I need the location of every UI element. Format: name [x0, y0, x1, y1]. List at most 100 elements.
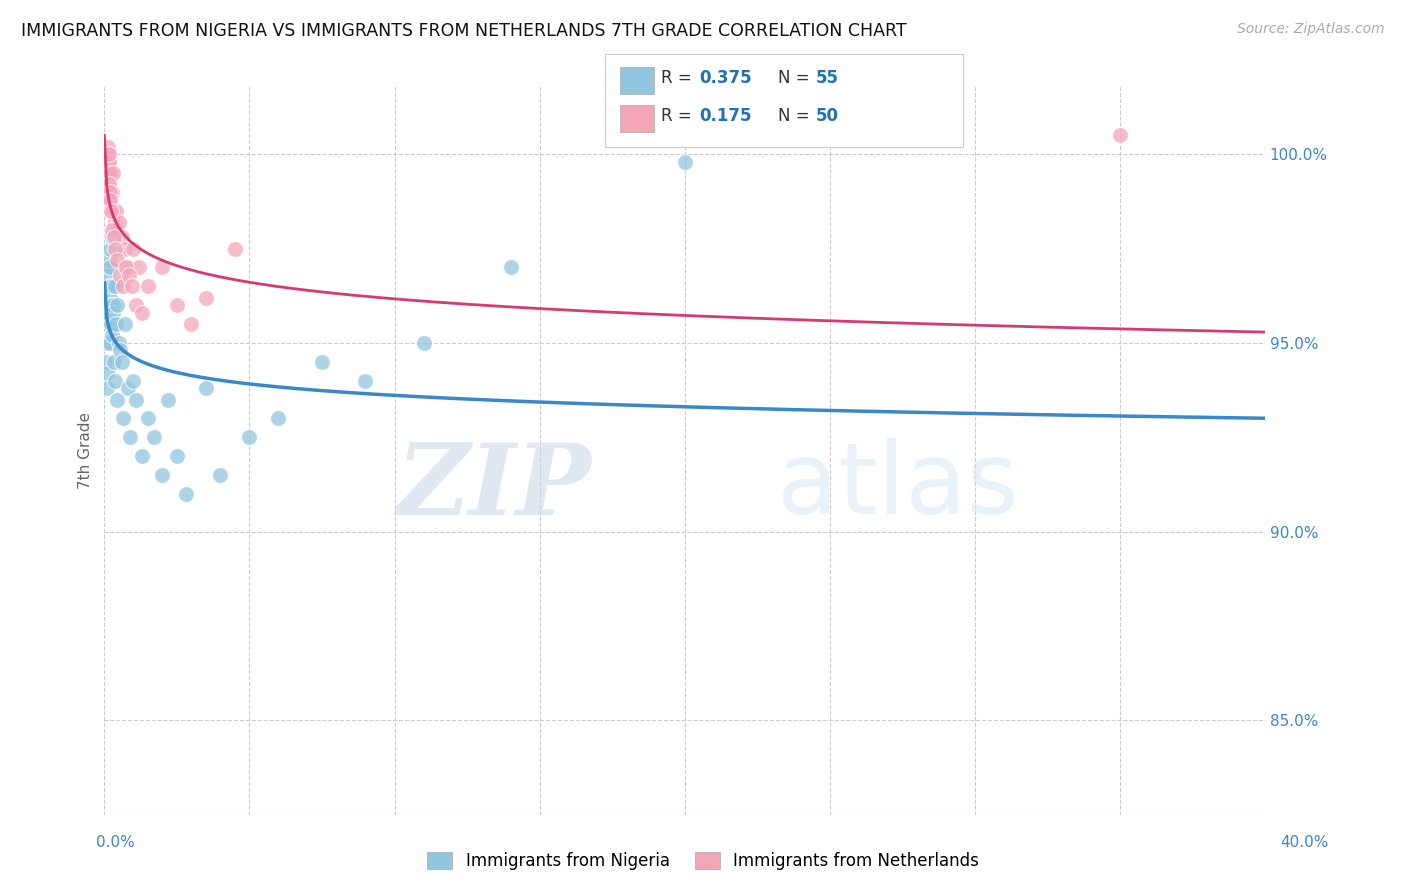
- Point: [131, 449, 153, 463]
- Point: [97, 139, 120, 153]
- Point: [96, 381, 118, 395]
- Point: [120, 430, 142, 444]
- Point: [96, 147, 118, 161]
- Point: [94, 178, 117, 192]
- Point: [100, 203, 122, 218]
- Point: [98, 178, 121, 192]
- Text: N =: N =: [778, 69, 814, 87]
- Point: [101, 306, 124, 320]
- Text: R =: R =: [661, 69, 697, 87]
- Point: [94, 193, 117, 207]
- Point: [125, 392, 148, 407]
- Point: [96, 366, 118, 380]
- Text: 0.375: 0.375: [699, 69, 751, 87]
- Point: [111, 355, 134, 369]
- Point: [100, 185, 122, 199]
- Point: [108, 215, 131, 229]
- Point: [105, 252, 128, 267]
- Point: [103, 355, 125, 369]
- Point: [96, 166, 118, 180]
- Point: [96, 298, 118, 312]
- Point: [96, 185, 118, 199]
- Point: [142, 430, 165, 444]
- Point: [114, 317, 136, 331]
- Point: [98, 242, 121, 256]
- Point: [267, 411, 290, 425]
- Point: [117, 381, 139, 395]
- Text: 40.0%: 40.0%: [1281, 836, 1329, 850]
- Point: [105, 298, 128, 312]
- Point: [107, 223, 129, 237]
- Point: [112, 411, 135, 425]
- Point: [118, 268, 141, 282]
- Point: [128, 260, 150, 275]
- Legend: Immigrants from Nigeria, Immigrants from Netherlands: Immigrants from Nigeria, Immigrants from…: [420, 845, 986, 877]
- Text: IMMIGRANTS FROM NIGERIA VS IMMIGRANTS FROM NETHERLANDS 7TH GRADE CORRELATION CHA: IMMIGRANTS FROM NIGERIA VS IMMIGRANTS FR…: [21, 22, 907, 40]
- Text: 0.0%: 0.0%: [96, 836, 135, 850]
- Text: 0.175: 0.175: [699, 107, 751, 125]
- Point: [152, 260, 174, 275]
- Point: [98, 185, 121, 199]
- Point: [125, 298, 148, 312]
- Point: [97, 298, 120, 312]
- Point: [1108, 128, 1130, 143]
- Point: [112, 279, 135, 293]
- Y-axis label: 7th Grade: 7th Grade: [79, 412, 93, 489]
- Point: [98, 291, 121, 305]
- Point: [194, 381, 217, 395]
- Point: [673, 154, 696, 169]
- Point: [311, 355, 333, 369]
- Point: [166, 449, 188, 463]
- Point: [104, 242, 127, 256]
- Text: N =: N =: [778, 107, 814, 125]
- Point: [97, 154, 120, 169]
- Point: [136, 279, 159, 293]
- Point: [96, 317, 118, 331]
- Point: [96, 335, 118, 350]
- Point: [98, 147, 121, 161]
- Text: ZIP: ZIP: [396, 439, 592, 535]
- Point: [98, 279, 121, 293]
- Point: [97, 306, 120, 320]
- Point: [100, 298, 122, 312]
- Point: [117, 260, 139, 275]
- Point: [122, 242, 145, 256]
- Point: [101, 223, 124, 237]
- Point: [115, 260, 138, 275]
- Point: [101, 328, 124, 343]
- Point: [131, 306, 153, 320]
- Point: [101, 203, 124, 218]
- Point: [114, 242, 136, 256]
- Point: [224, 242, 246, 256]
- Point: [97, 268, 120, 282]
- Point: [103, 215, 125, 229]
- Point: [157, 392, 180, 407]
- Point: [98, 252, 121, 267]
- Point: [96, 154, 118, 169]
- Point: [104, 203, 127, 218]
- Point: [101, 298, 124, 312]
- Point: [100, 260, 122, 275]
- Point: [354, 374, 377, 388]
- Point: [180, 317, 202, 331]
- Point: [100, 317, 122, 331]
- Text: 55: 55: [815, 69, 838, 87]
- Point: [166, 298, 188, 312]
- Point: [97, 147, 120, 161]
- Point: [152, 467, 174, 482]
- Point: [100, 193, 122, 207]
- Point: [104, 317, 127, 331]
- Point: [103, 230, 125, 244]
- Point: [110, 268, 132, 282]
- Point: [136, 411, 159, 425]
- Point: [111, 230, 134, 244]
- Point: [108, 335, 131, 350]
- Point: [107, 392, 129, 407]
- Point: [209, 467, 232, 482]
- Point: [103, 279, 125, 293]
- Point: [121, 279, 143, 293]
- Point: [122, 374, 145, 388]
- Point: [98, 166, 121, 180]
- Point: [174, 487, 197, 501]
- Point: [194, 291, 217, 305]
